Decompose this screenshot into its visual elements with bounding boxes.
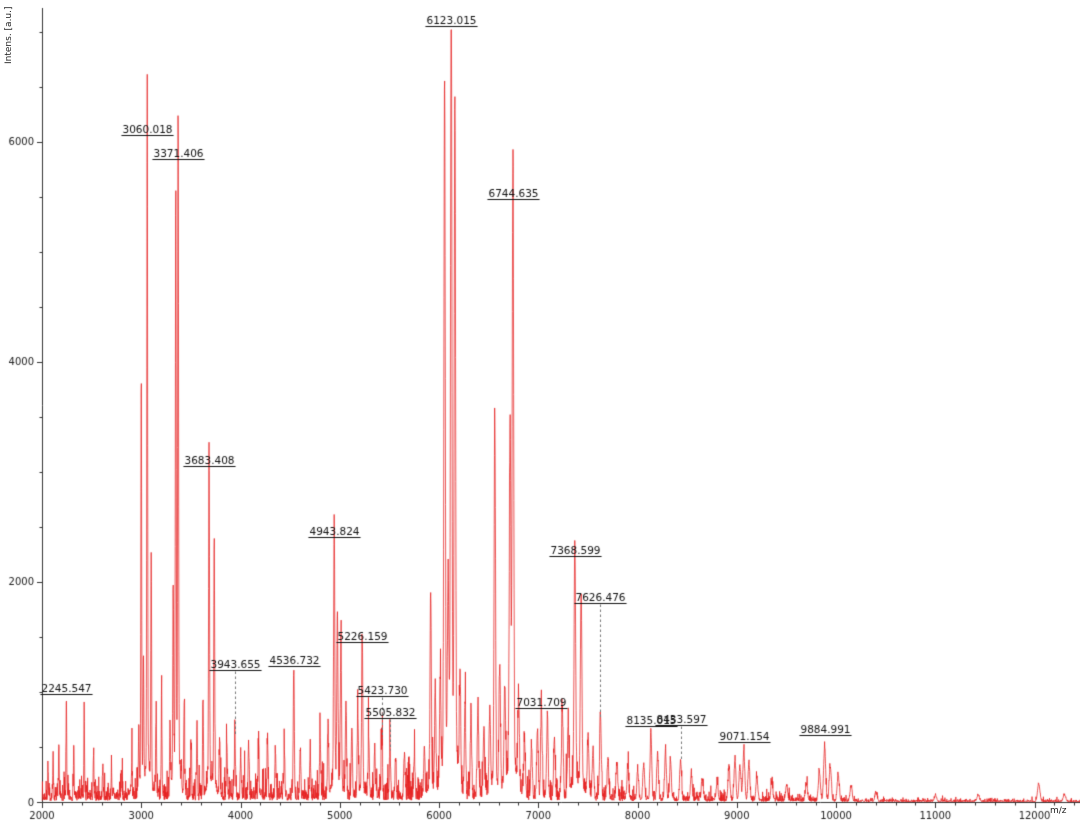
y-axis-title: Intens. [a.u.]: [4, 6, 14, 64]
x-axis-title: m/z: [1050, 806, 1067, 816]
